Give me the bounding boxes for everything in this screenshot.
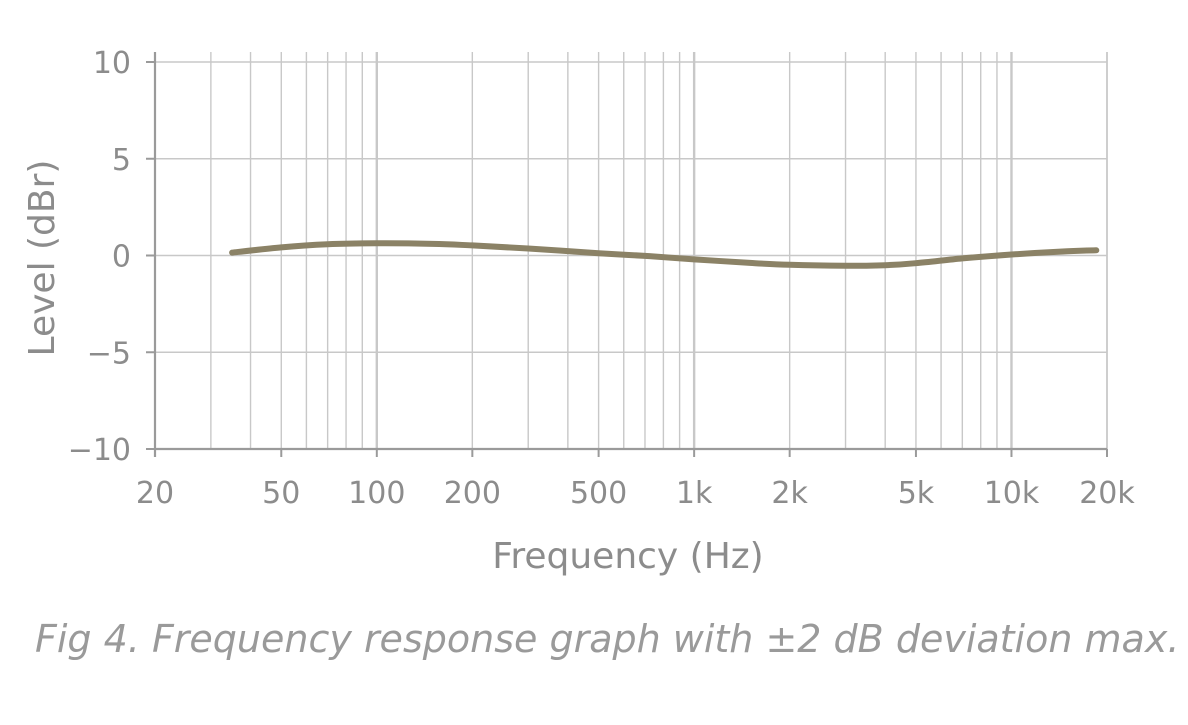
y-tick-label: 5 — [112, 143, 131, 178]
x-tick-label: 50 — [262, 476, 300, 511]
x-axis-title: Frequency (Hz) — [492, 536, 763, 577]
x-tick-label: 2k — [771, 476, 808, 511]
y-axis-title: Level (dBr) — [22, 160, 63, 357]
x-tick-label: 1k — [676, 476, 713, 511]
x-tick-label: 20 — [136, 476, 174, 511]
x-tick-label: 100 — [348, 476, 405, 511]
x-tick-label: 5k — [898, 476, 935, 511]
x-tick-label: 200 — [444, 476, 501, 511]
y-tick-label: 10 — [93, 46, 131, 81]
x-tick-label: 500 — [570, 476, 627, 511]
y-tick-label: −10 — [68, 433, 131, 468]
series-layer — [229, 240, 1100, 269]
frequency-response-line — [229, 240, 1100, 269]
figure-caption: Fig 4. Frequency response graph with ±2 … — [35, 617, 1179, 661]
y-tick-label: −5 — [87, 336, 131, 371]
grid-layer — [154, 52, 1108, 450]
x-tick-label: 20k — [1079, 476, 1135, 511]
y-tick-label: 0 — [112, 240, 131, 275]
axis-layer — [146, 52, 1108, 457]
x-tick-label: 10k — [984, 476, 1040, 511]
